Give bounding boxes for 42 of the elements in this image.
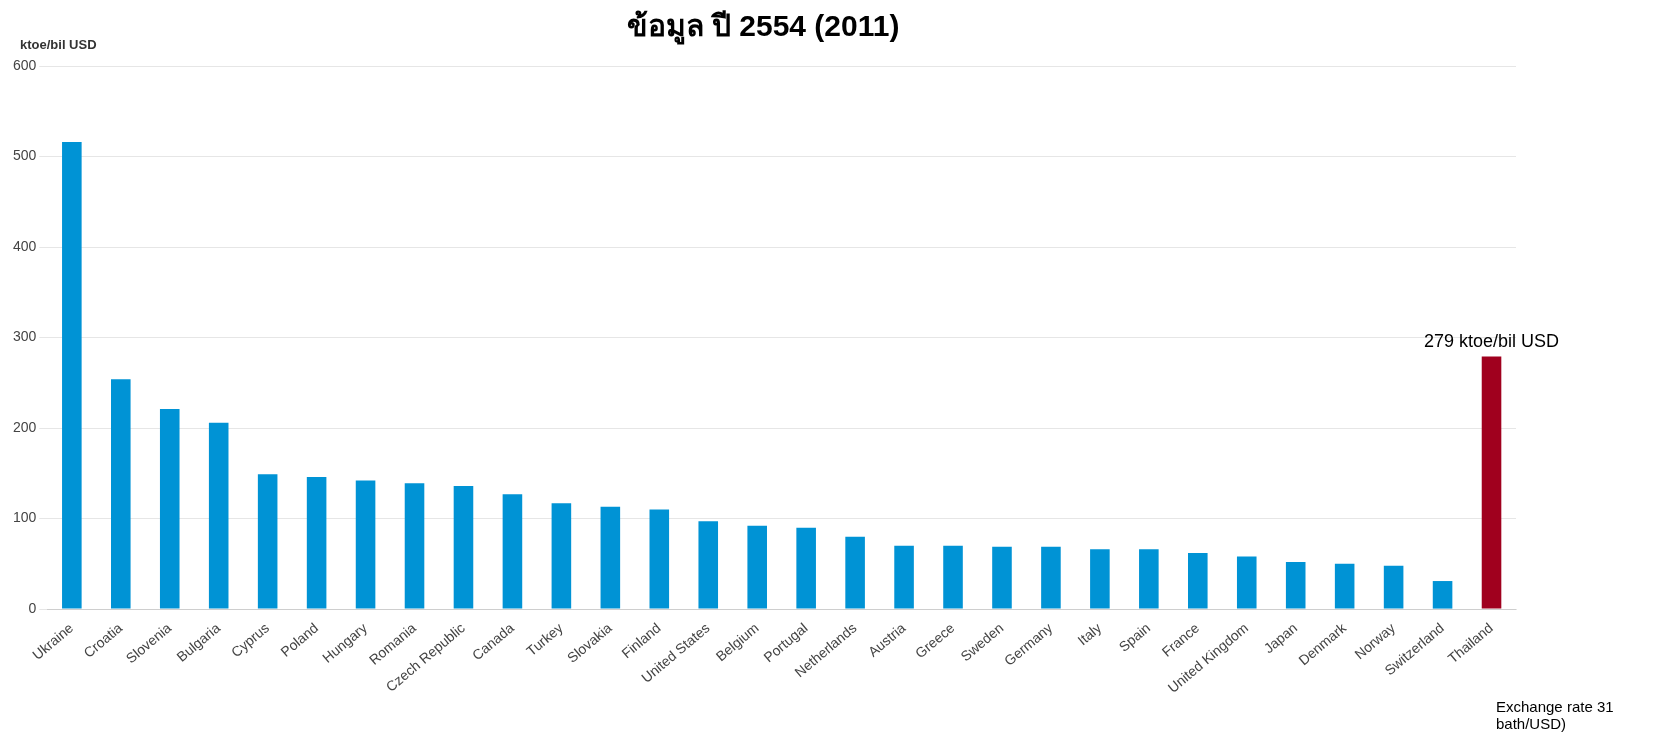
y-tick-label: 500 (13, 147, 37, 164)
x-tick-label: Italy (1074, 619, 1105, 649)
bar (992, 546, 1012, 609)
y-tick-label: 400 (13, 237, 37, 254)
chart-title: ข้อมูล ปี 2554 (2011) (626, 9, 900, 46)
bar (62, 142, 82, 609)
text: Exchange rate 31 bath/USD) (1496, 698, 1615, 732)
bar (111, 379, 131, 609)
y-tick-label: 0 (28, 599, 37, 616)
bar (747, 525, 767, 609)
bar (649, 509, 670, 609)
y-tick-label: 600 (13, 56, 37, 73)
bar (159, 409, 180, 609)
bar (1481, 356, 1502, 609)
bar (257, 474, 278, 609)
bar (1432, 581, 1453, 609)
bar (1383, 565, 1404, 609)
bar (845, 536, 865, 609)
bar (453, 486, 474, 609)
bar (1285, 562, 1306, 609)
bar (1139, 549, 1159, 609)
bar (796, 527, 816, 609)
y-tick-label: 300 (13, 328, 37, 345)
bar (1188, 552, 1208, 609)
bar (698, 521, 719, 609)
bar (1236, 556, 1257, 609)
bar (1041, 546, 1061, 609)
y-axis-title: ktoe/bil USD (20, 37, 97, 53)
bar (502, 494, 523, 609)
bar (551, 503, 572, 609)
y-tick-label: 100 (13, 509, 37, 526)
bar (404, 483, 425, 609)
bar (943, 545, 963, 609)
bar (1334, 563, 1355, 609)
bar (208, 422, 229, 609)
bar (600, 506, 621, 609)
bar (1090, 549, 1110, 609)
y-tick-label: 200 (13, 418, 37, 435)
bar (306, 476, 327, 609)
bar (355, 480, 376, 609)
data-label: 279 ktoe/bil USD (1423, 330, 1560, 351)
bar (894, 545, 914, 609)
